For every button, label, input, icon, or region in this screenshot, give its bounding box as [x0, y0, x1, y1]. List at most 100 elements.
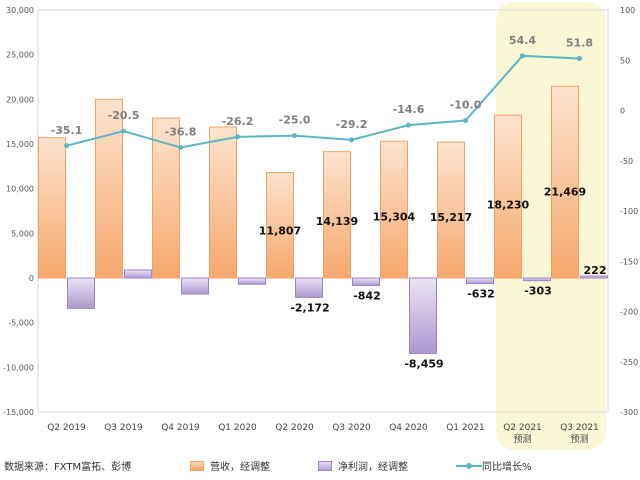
legend-net-profit-swatch: [318, 460, 332, 471]
x-tick-label: 预测: [513, 434, 531, 445]
y-left-tick-label: -15,000: [3, 408, 34, 417]
growth-point: [121, 128, 126, 134]
y-right-tick-label: -50: [620, 157, 633, 166]
revenue-bar: [437, 141, 465, 279]
y-right-tick-label: 100: [620, 6, 635, 15]
x-tick-label: Q2 2021: [503, 423, 542, 433]
x-tick-label: Q2 2020: [275, 423, 314, 433]
source-note: 数据来源：FXTM富拓、彭博: [4, 462, 132, 473]
growth-point: [406, 122, 411, 128]
net-profit-data-label: -303: [524, 285, 552, 298]
revenue-bar: [323, 151, 351, 279]
y-left-tick-label: 10,000: [6, 185, 34, 194]
label-layer: 11,807 14,139 15,304 15,217 18,230 21,469 -2,1…: [51, 34, 607, 371]
y-right-tick-label: -150: [620, 257, 638, 266]
growth-point: [520, 53, 525, 59]
growth-point: [178, 144, 183, 150]
revenue-data-label: 21,469: [544, 186, 586, 199]
revenue-data-label: 11,807: [259, 225, 301, 238]
growth-line: [66, 54, 580, 149]
net-profit-data-label: -632: [467, 288, 495, 301]
y-right-tick-label: 50: [620, 56, 630, 65]
y-left-tick-label: 15,000: [6, 140, 34, 149]
net-profit-bar: [181, 277, 209, 295]
legend: 营收，经调整 净利润，经调整 同比增长%: [190, 458, 580, 473]
revenue-bar: [266, 172, 294, 279]
y-right-tick-label: -250: [620, 358, 638, 367]
net-profit-bar: [580, 275, 608, 279]
y-left-tick-label: 5,000: [11, 229, 34, 238]
bar-layer: [38, 85, 608, 355]
growth-point: [577, 55, 582, 61]
y-left-tick-label: 0: [29, 274, 34, 283]
x-tick-label: Q3 2021: [560, 423, 599, 433]
revenue-data-label: 18,230: [487, 199, 530, 212]
growth-data-label: -29.2: [336, 118, 368, 131]
y-left-tick-label: -5,000: [8, 319, 34, 328]
net-profit-data-label: -842: [353, 290, 381, 303]
legend-growth-label: 同比增长%: [482, 462, 532, 473]
growth-data-label: -35.1: [51, 124, 83, 137]
growth-data-label: -36.8: [165, 125, 197, 138]
growth-point: [64, 143, 69, 149]
growth-data-label: -26.2: [222, 115, 254, 128]
revenue-data-label: 15,304: [373, 210, 416, 223]
revenue-bar: [209, 126, 237, 279]
legend-net-profit: 净利润，经调整: [318, 458, 408, 473]
growth-line-layer: [64, 53, 582, 150]
x-tick-label: Q3 2019: [104, 423, 143, 433]
y-right-tick-label: 0: [620, 107, 625, 116]
revenue-bar: [95, 98, 123, 279]
legend-revenue: 营收，经调整: [190, 458, 270, 473]
growth-point: [463, 118, 468, 124]
x-tick-label: Q4 2019: [161, 423, 200, 433]
axis-layer: -15,000 -10,000 -5,000 0 5,000 10,000 15,000 20…: [3, 6, 638, 445]
revenue-bar: [38, 137, 66, 279]
x-tick-label: 预测: [570, 434, 588, 445]
revenue-data-label: 15,217: [430, 211, 472, 224]
revenue-bar: [152, 117, 180, 279]
net-profit-data-label: -8,459: [404, 358, 443, 371]
net-profit-bar: [409, 277, 437, 355]
net-profit-bar: [238, 277, 266, 285]
growth-data-label: -20.5: [108, 109, 140, 122]
growth-data-label: 51.8: [566, 36, 593, 49]
legend-growth-swatch: [456, 461, 482, 471]
y-right-tick-label: -100: [620, 207, 638, 216]
y-left-tick-label: 25,000: [6, 51, 34, 60]
y-right-tick-label: -300: [620, 408, 638, 417]
growth-data-label: 54.4: [509, 34, 536, 47]
revenue-bar: [494, 114, 522, 279]
growth-point: [349, 137, 354, 143]
legend-net-profit-label: 净利润，经调整: [338, 462, 408, 473]
legend-revenue-swatch: [190, 460, 204, 471]
growth-data-label: -10.0: [450, 99, 482, 112]
legend-revenue-label: 营收，经调整: [210, 462, 270, 473]
revenue-data-label: 14,139: [316, 215, 358, 228]
x-tick-label: Q4 2020: [389, 423, 428, 433]
revenue-bar: [380, 140, 408, 279]
net-profit-data-label: 222: [584, 264, 607, 277]
net-profit-bar: [466, 277, 494, 285]
net-profit-bar: [295, 277, 323, 298]
x-tick-label: Q1 2020: [218, 423, 257, 433]
y-right-tick-label: -200: [620, 308, 638, 317]
net-profit-bar: [523, 277, 551, 282]
net-profit-data-label: -2,172: [290, 301, 329, 314]
net-profit-bar: [67, 277, 95, 309]
y-left-tick-label: -10,000: [3, 363, 34, 372]
net-profit-bar: [124, 269, 152, 279]
net-profit-bar: [352, 277, 380, 287]
growth-data-label: -25.0: [279, 114, 311, 127]
legend-growth: 同比增长%: [456, 458, 532, 473]
growth-point: [235, 134, 240, 140]
x-tick-label: Q3 2020: [332, 423, 371, 433]
revenue-bar: [551, 85, 579, 279]
x-tick-label: Q1 2021: [446, 423, 485, 433]
growth-data-label: -14.6: [393, 103, 425, 116]
growth-point: [292, 133, 297, 139]
x-tick-label: Q2 2019: [47, 423, 86, 433]
y-left-tick-label: 20,000: [6, 95, 34, 104]
y-left-tick-label: 30,000: [6, 6, 34, 15]
